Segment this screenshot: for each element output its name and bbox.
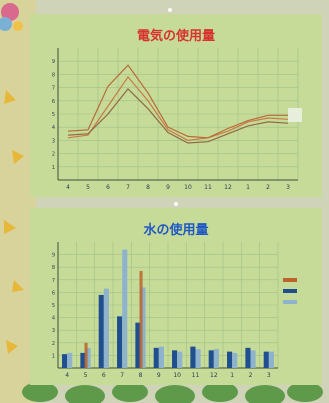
- x-tick-label: 2: [266, 184, 270, 191]
- x-tick-label: 1: [246, 184, 250, 191]
- bar-series-2: [103, 288, 109, 368]
- bar-series-2: [195, 349, 201, 368]
- y-tick-label: 7: [52, 278, 55, 284]
- y-tick-label: 6: [52, 290, 55, 296]
- x-tick-label: 5: [86, 184, 90, 191]
- electricity-chart-grid: [57, 48, 299, 181]
- bar-series-2: [177, 351, 183, 368]
- bar-series-2: [122, 249, 128, 368]
- x-tick-label: 10: [173, 372, 181, 379]
- bar-series-1: [208, 350, 214, 368]
- legend-swatch-darkblue: [283, 289, 297, 293]
- x-tick-label: 9: [166, 184, 170, 191]
- series-line-1: [67, 76, 289, 142]
- x-tick-label: 3: [267, 372, 271, 379]
- bar-series-1: [117, 316, 123, 368]
- water-chart-categories: 4 5 6 7 8 9 10 11 12 1 2 3: [65, 372, 271, 379]
- y-tick-label: 9: [52, 59, 55, 65]
- y-tick-label: 7: [52, 86, 55, 92]
- legend-swatch-orange: [283, 278, 297, 282]
- y-tick-label: 4: [52, 125, 55, 131]
- y-tick-label: 4: [52, 316, 55, 322]
- bar-series-1: [227, 351, 233, 368]
- bar-series-2: [268, 351, 274, 368]
- yellow-flowers-icon: [4, 90, 24, 354]
- bar-series-1: [172, 350, 178, 368]
- y-tick-label: 2: [52, 152, 55, 158]
- pin-icon: [174, 202, 178, 206]
- bar-series-2: [85, 347, 91, 368]
- pin-icon: [168, 8, 172, 12]
- electricity-legend-note: [288, 108, 302, 122]
- electricity-chart-series: [67, 64, 289, 144]
- x-tick-label: 2: [249, 372, 253, 379]
- flower-decoration-icon: [0, 3, 23, 31]
- bar-highlight: [139, 270, 143, 368]
- legend-swatch-lightblue: [283, 300, 297, 304]
- water-chart-y-ticks: 1 2 3 4 5 6 7 8 9: [52, 253, 55, 360]
- x-tick-label: 12: [210, 372, 218, 379]
- bar-series-2: [213, 349, 219, 368]
- y-tick-label: 5: [52, 112, 55, 118]
- x-tick-label: 11: [192, 372, 200, 379]
- x-tick-label: 6: [106, 184, 110, 191]
- x-tick-label: 4: [66, 184, 70, 191]
- x-tick-label: 10: [184, 184, 192, 191]
- series-line-2: [67, 64, 288, 139]
- water-chart-bars: [62, 249, 274, 368]
- x-tick-label: 8: [146, 184, 150, 191]
- x-tick-label: 9: [157, 372, 161, 379]
- x-tick-label: 6: [102, 372, 106, 379]
- bar-series-1: [98, 294, 104, 368]
- x-tick-label: 1: [230, 372, 234, 379]
- x-tick-label: 3: [286, 184, 290, 191]
- series-line-3: [67, 88, 289, 144]
- x-tick-label: 7: [126, 184, 130, 191]
- water-legend: [283, 278, 297, 304]
- y-tick-label: 9: [52, 253, 55, 259]
- bar-series-2: [158, 346, 164, 368]
- bar-series-1: [62, 354, 68, 368]
- bar-series-2: [140, 287, 146, 368]
- x-tick-label: 4: [65, 372, 69, 379]
- x-tick-label: 5: [84, 372, 88, 379]
- bar-series-1: [135, 322, 141, 368]
- bar-series-1: [245, 347, 251, 368]
- electricity-chart-y-ticks: 1 2 3 4 5 6 7 8 9: [52, 59, 55, 171]
- bar-series-1: [190, 346, 196, 368]
- x-tick-label: 12: [224, 184, 232, 191]
- y-tick-label: 3: [52, 138, 55, 144]
- x-tick-label: 8: [139, 372, 143, 379]
- water-chart-grid: [57, 242, 279, 369]
- y-tick-label: 3: [52, 328, 55, 334]
- y-tick-label: 8: [52, 72, 55, 78]
- y-tick-label: 2: [52, 341, 55, 347]
- y-tick-label: 1: [52, 353, 55, 359]
- bar-series-1: [80, 352, 86, 368]
- y-tick-label: 5: [52, 303, 55, 309]
- bar-series-2: [67, 352, 73, 368]
- y-tick-label: 1: [52, 165, 55, 171]
- bar-highlight: [84, 342, 88, 368]
- electricity-chart-title: 電気の使用量: [137, 28, 215, 44]
- y-tick-label: 8: [52, 265, 55, 271]
- bar-series-1: [153, 347, 159, 368]
- leaf-border-icon: [22, 382, 323, 403]
- bar-series-1: [263, 351, 269, 368]
- x-tick-label: 7: [120, 372, 124, 379]
- bar-series-2: [232, 352, 238, 368]
- water-chart-title: 水の使用量: [143, 222, 208, 238]
- bar-series-2: [250, 350, 256, 368]
- y-tick-label: 6: [52, 99, 55, 105]
- electricity-chart-categories: 4 5 6 7 8 9 10 11 12 1 2 3: [66, 184, 290, 191]
- x-tick-label: 11: [204, 184, 212, 191]
